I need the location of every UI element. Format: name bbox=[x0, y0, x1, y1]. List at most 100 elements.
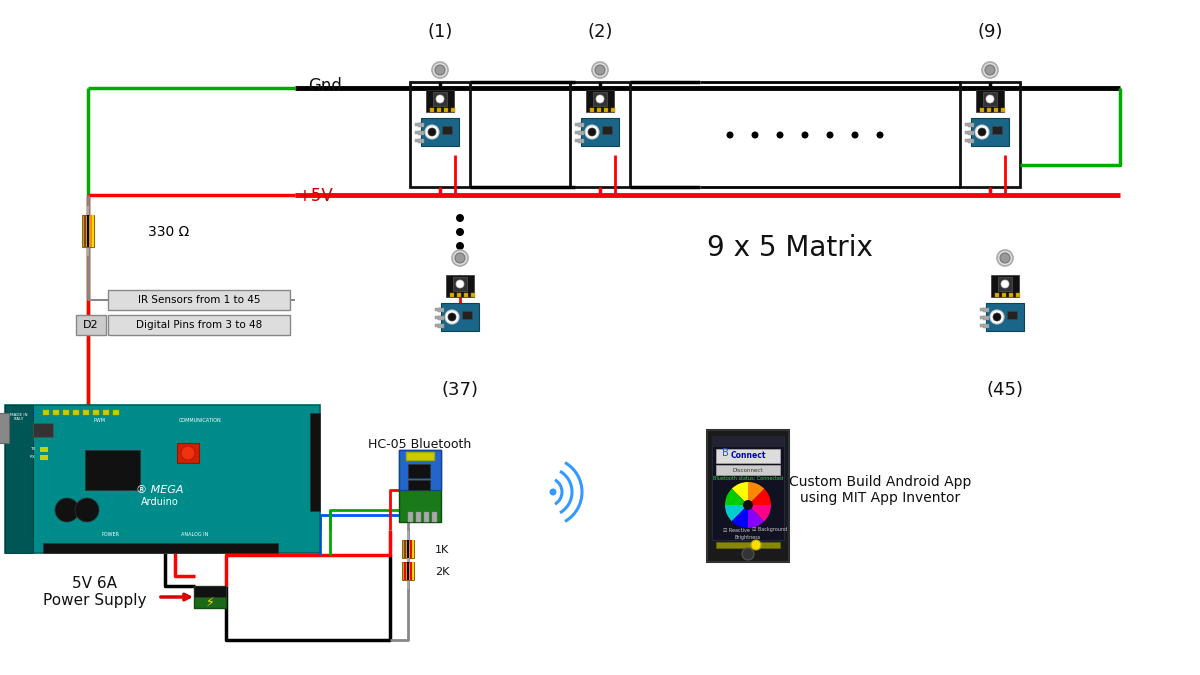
Bar bbox=[998, 277, 1012, 291]
Bar bbox=[436, 316, 442, 319]
Bar bbox=[5, 405, 320, 553]
Bar bbox=[404, 562, 406, 580]
Wedge shape bbox=[748, 482, 764, 505]
Bar bbox=[980, 316, 986, 319]
Bar bbox=[712, 436, 784, 447]
Bar bbox=[5, 405, 34, 553]
Bar bbox=[965, 131, 971, 134]
Circle shape bbox=[876, 132, 883, 138]
Bar bbox=[406, 452, 434, 460]
Bar bbox=[418, 123, 424, 127]
Bar bbox=[40, 447, 48, 452]
Bar bbox=[570, 82, 630, 187]
Text: RX: RX bbox=[29, 455, 35, 459]
Text: Disconnect: Disconnect bbox=[733, 468, 763, 472]
Bar bbox=[995, 293, 998, 297]
Text: ® MEGA: ® MEGA bbox=[137, 485, 184, 495]
Bar bbox=[436, 324, 442, 327]
Circle shape bbox=[588, 128, 596, 136]
Text: TX: TX bbox=[30, 447, 35, 451]
Bar bbox=[410, 82, 470, 187]
Text: Connect: Connect bbox=[731, 452, 766, 460]
Circle shape bbox=[776, 132, 784, 138]
Bar bbox=[598, 108, 601, 112]
Circle shape bbox=[425, 125, 439, 139]
Text: Digital Pins from 3 to 48: Digital Pins from 3 to 48 bbox=[136, 320, 262, 330]
Bar bbox=[421, 118, 458, 146]
Circle shape bbox=[1001, 280, 1009, 288]
Text: HC-05 Bluetooth: HC-05 Bluetooth bbox=[368, 437, 472, 450]
Bar bbox=[450, 293, 454, 297]
Text: Brightness: Brightness bbox=[734, 535, 761, 541]
Bar bbox=[412, 540, 414, 558]
Bar bbox=[90, 215, 92, 247]
Wedge shape bbox=[725, 505, 748, 521]
Bar bbox=[0, 413, 10, 443]
Bar bbox=[53, 410, 59, 415]
Text: 9 x 5 Matrix: 9 x 5 Matrix bbox=[707, 234, 872, 262]
Bar bbox=[415, 131, 421, 134]
Bar bbox=[454, 277, 467, 291]
Bar bbox=[446, 275, 474, 297]
Circle shape bbox=[550, 489, 557, 495]
Bar bbox=[712, 436, 784, 540]
Text: 330 Ω: 330 Ω bbox=[148, 225, 190, 239]
Bar bbox=[103, 410, 109, 415]
Text: (2): (2) bbox=[587, 23, 613, 41]
Bar bbox=[415, 139, 421, 142]
Bar bbox=[310, 413, 320, 511]
Circle shape bbox=[456, 214, 464, 222]
Circle shape bbox=[742, 548, 754, 560]
Text: POWER: POWER bbox=[101, 533, 119, 537]
Circle shape bbox=[55, 498, 79, 522]
Bar bbox=[965, 123, 971, 126]
Circle shape bbox=[982, 62, 998, 78]
Bar bbox=[716, 465, 780, 475]
Bar bbox=[980, 308, 986, 311]
Bar bbox=[88, 215, 89, 247]
Text: (37): (37) bbox=[442, 381, 479, 399]
Bar bbox=[716, 542, 780, 548]
Bar bbox=[462, 311, 472, 319]
Bar bbox=[43, 543, 278, 553]
Bar bbox=[457, 293, 461, 297]
Bar bbox=[108, 315, 290, 335]
Circle shape bbox=[802, 132, 809, 138]
Text: ANALOG IN: ANALOG IN bbox=[181, 533, 209, 537]
Bar bbox=[430, 108, 434, 112]
Circle shape bbox=[1000, 253, 1010, 263]
Circle shape bbox=[743, 500, 754, 510]
Text: PWM: PWM bbox=[94, 418, 106, 423]
Circle shape bbox=[586, 125, 599, 139]
Wedge shape bbox=[732, 505, 748, 528]
Bar bbox=[418, 131, 424, 135]
Bar bbox=[991, 275, 1019, 297]
Bar bbox=[94, 410, 98, 415]
Bar bbox=[410, 540, 412, 558]
Bar bbox=[971, 118, 1009, 146]
Bar bbox=[960, 82, 1020, 187]
Circle shape bbox=[994, 313, 1001, 321]
Circle shape bbox=[456, 228, 464, 236]
Bar bbox=[980, 108, 984, 112]
Bar bbox=[575, 131, 581, 134]
Circle shape bbox=[452, 250, 468, 266]
Bar bbox=[980, 324, 986, 327]
Bar bbox=[438, 308, 444, 312]
Text: 5V 6A
Power Supply: 5V 6A Power Supply bbox=[43, 576, 146, 608]
Text: 1K: 1K bbox=[436, 545, 449, 555]
Bar bbox=[983, 308, 989, 312]
Circle shape bbox=[751, 132, 758, 138]
Bar bbox=[426, 90, 454, 112]
Bar bbox=[178, 443, 199, 463]
Circle shape bbox=[726, 132, 733, 138]
Bar bbox=[590, 108, 594, 112]
Text: (9): (9) bbox=[977, 23, 1003, 41]
Bar bbox=[451, 108, 455, 112]
Bar bbox=[398, 450, 442, 489]
Bar bbox=[968, 123, 974, 127]
Bar bbox=[442, 303, 479, 331]
Bar bbox=[40, 455, 48, 460]
Bar bbox=[407, 540, 409, 558]
Bar bbox=[986, 303, 1024, 331]
